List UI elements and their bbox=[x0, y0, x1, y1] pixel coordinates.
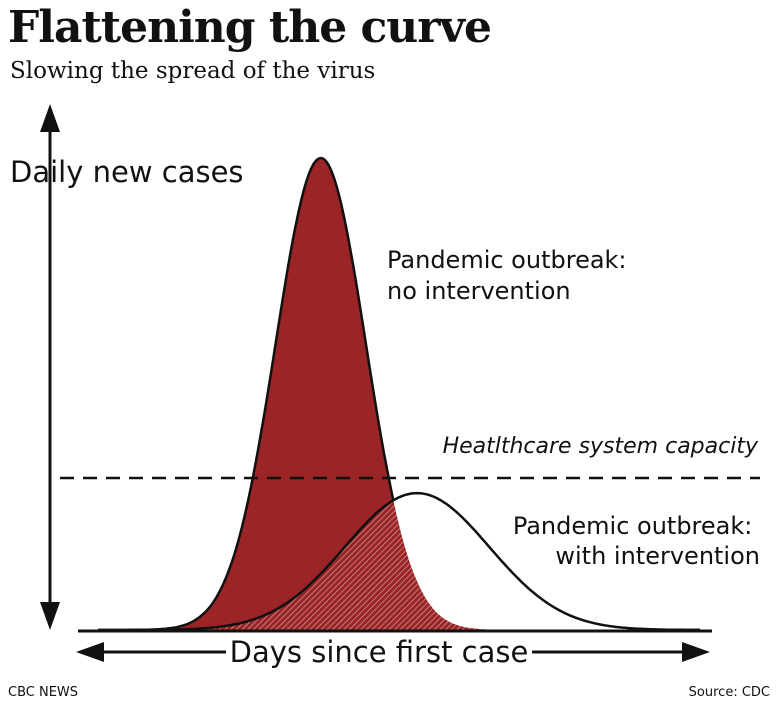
series-label-no-intervention-line-1: Pandemic outbreak: bbox=[387, 246, 627, 274]
chart-title: Flattening the curve bbox=[8, 2, 492, 53]
x-axis-label: Days since first case bbox=[230, 635, 529, 669]
series-label-with-intervention: Pandemic outbreak: with intervention bbox=[513, 512, 760, 570]
publisher-credit: CBC NEWS bbox=[8, 685, 79, 700]
y-axis-arrow-down bbox=[40, 602, 60, 630]
source-credit: Source: CDC bbox=[688, 685, 770, 700]
capacity-label: Heatlthcare system capacity bbox=[443, 434, 759, 459]
y-axis-arrow-up bbox=[40, 104, 60, 132]
x-axis-arrow-right bbox=[682, 642, 710, 662]
x-axis-arrow-left bbox=[76, 642, 104, 662]
chart-subtitle: Slowing the spread of the virus bbox=[10, 58, 376, 84]
series-label-no-intervention-line-2: no intervention bbox=[387, 277, 571, 305]
series-label-with-intervention-line-1: Pandemic outbreak: bbox=[513, 512, 753, 540]
series-label-with-intervention-line-2: with intervention bbox=[555, 542, 760, 570]
series-label-no-intervention: Pandemic outbreak: no intervention bbox=[387, 246, 634, 305]
y-axis-label: Daily new cases bbox=[10, 155, 244, 189]
curve-with-intervention bbox=[98, 491, 700, 632]
